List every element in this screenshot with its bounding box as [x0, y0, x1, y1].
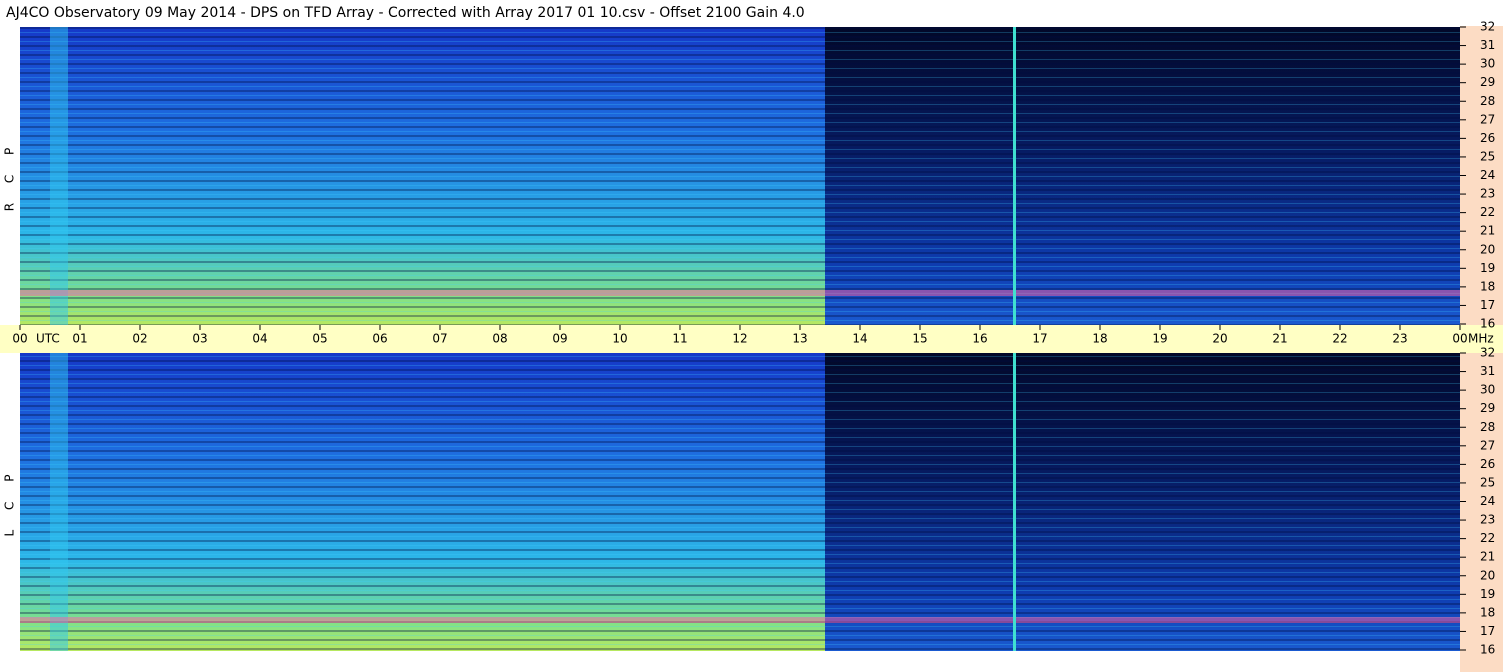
- panel-top: [20, 27, 1460, 325]
- x-tick-label: 11: [672, 332, 687, 346]
- y-tick-label: 25: [1480, 475, 1495, 489]
- texture: [20, 353, 1460, 651]
- y-tick-label: 19: [1480, 261, 1495, 275]
- y-tick-label: 31: [1480, 38, 1495, 52]
- y-tick-label: 32: [1480, 20, 1495, 34]
- x-tick-label: 07: [432, 332, 447, 346]
- band: [20, 290, 1460, 296]
- y-tick-label: 22: [1480, 205, 1495, 219]
- band: [20, 617, 1460, 623]
- y-tick-label: 28: [1480, 94, 1495, 108]
- y-tick-label: 17: [1480, 624, 1495, 638]
- interference: [1013, 353, 1016, 651]
- y-tick-label: 20: [1480, 568, 1495, 582]
- x-tick-label: 17: [1032, 332, 1047, 346]
- y-tick-label: 21: [1480, 550, 1495, 564]
- x-tick-label: 03: [192, 332, 207, 346]
- x-tick-label: 12: [732, 332, 747, 346]
- x-tick-label: 10: [612, 332, 627, 346]
- x-tick-label: 13: [792, 332, 807, 346]
- time-axis-bg: [0, 325, 1503, 353]
- x-tick-label: 00: [1452, 332, 1467, 346]
- y-tick-label: 21: [1480, 224, 1495, 238]
- y-tick-label: 26: [1480, 457, 1495, 471]
- x-tick-label: 20: [1212, 332, 1227, 346]
- x-tick-label: 18: [1092, 332, 1107, 346]
- y-tick-label: 25: [1480, 149, 1495, 163]
- x-tick-label: 06: [372, 332, 387, 346]
- y-tick-label: 17: [1480, 298, 1495, 312]
- x-tick-label: 00: [12, 332, 27, 346]
- x-tick-label: 01: [72, 332, 87, 346]
- x-tick-label: 15: [912, 332, 927, 346]
- x-tick-label: 04: [252, 332, 267, 346]
- y-unit-label: MHz: [1468, 332, 1494, 346]
- x-tick-label: 08: [492, 332, 507, 346]
- y-tick-label: 23: [1480, 513, 1495, 527]
- band: [50, 27, 68, 325]
- x-tick-label: 09: [552, 332, 567, 346]
- y-tick-label: 31: [1480, 364, 1495, 378]
- y-tick-label: 24: [1480, 494, 1495, 508]
- y-axis-label: L C P: [3, 467, 17, 537]
- y-tick-label: 30: [1480, 383, 1495, 397]
- y-tick-label: 26: [1480, 131, 1495, 145]
- panel-bottom: [20, 353, 1460, 651]
- y-tick-label: 16: [1480, 317, 1495, 331]
- x-tick-label: 05: [312, 332, 327, 346]
- y-tick-label: 27: [1480, 112, 1495, 126]
- band: [50, 353, 68, 651]
- x-tick-label: 02: [132, 332, 147, 346]
- x-tick-label: 19: [1152, 332, 1167, 346]
- y-tick-label: 19: [1480, 587, 1495, 601]
- x-tick-label: 21: [1272, 332, 1287, 346]
- y-tick-label: 16: [1480, 643, 1495, 657]
- y-tick-label: 22: [1480, 531, 1495, 545]
- y-tick-label: 29: [1480, 75, 1495, 89]
- x-tick-label: 23: [1392, 332, 1407, 346]
- y-tick-label: 30: [1480, 57, 1495, 71]
- x-tick-label: 14: [852, 332, 867, 346]
- y-axis-label: R C P: [3, 140, 17, 212]
- chart-title: AJ4CO Observatory 09 May 2014 - DPS on T…: [6, 5, 805, 21]
- interference: [1013, 27, 1016, 325]
- y-tick-label: 18: [1480, 279, 1495, 293]
- y-tick-label: 20: [1480, 242, 1495, 256]
- y-tick-label: 32: [1480, 346, 1495, 360]
- y-tick-label: 23: [1480, 187, 1495, 201]
- y-tick-label: 18: [1480, 605, 1495, 619]
- x-axis-label: UTC: [36, 332, 60, 346]
- y-tick-label: 29: [1480, 401, 1495, 415]
- x-tick-label: 16: [972, 332, 987, 346]
- y-tick-label: 24: [1480, 168, 1495, 182]
- x-tick-label: 22: [1332, 332, 1347, 346]
- y-tick-label: 28: [1480, 420, 1495, 434]
- y-tick-label: 27: [1480, 438, 1495, 452]
- texture: [20, 27, 1460, 325]
